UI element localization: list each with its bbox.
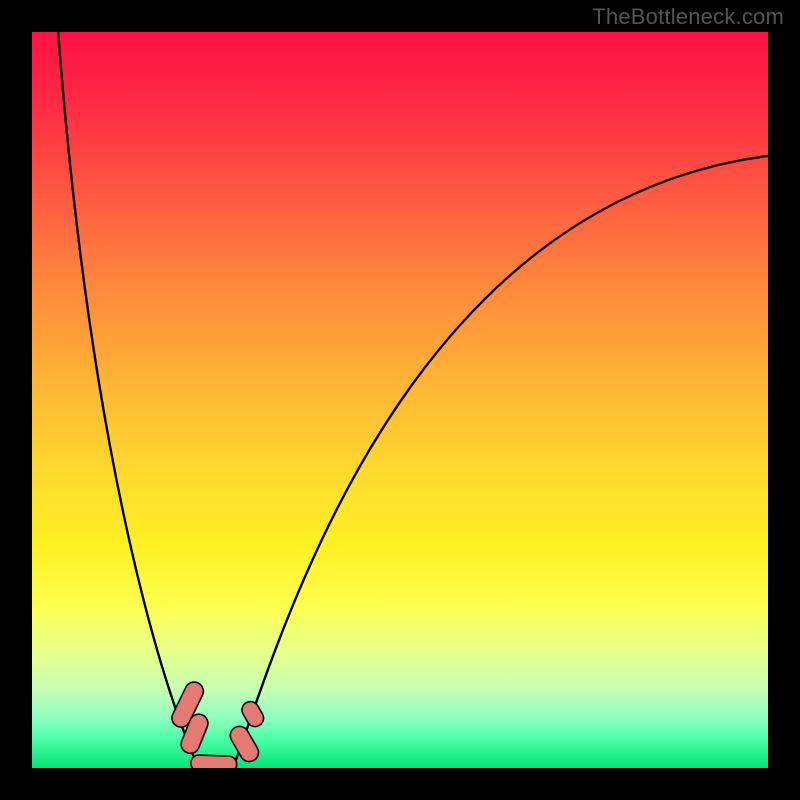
frame: TheBottleneck.com — [0, 0, 800, 800]
marker-capsule — [190, 755, 237, 768]
plot-area — [32, 32, 768, 768]
watermark-text: TheBottleneck.com — [592, 4, 784, 30]
bottleneck-chart — [32, 32, 768, 768]
